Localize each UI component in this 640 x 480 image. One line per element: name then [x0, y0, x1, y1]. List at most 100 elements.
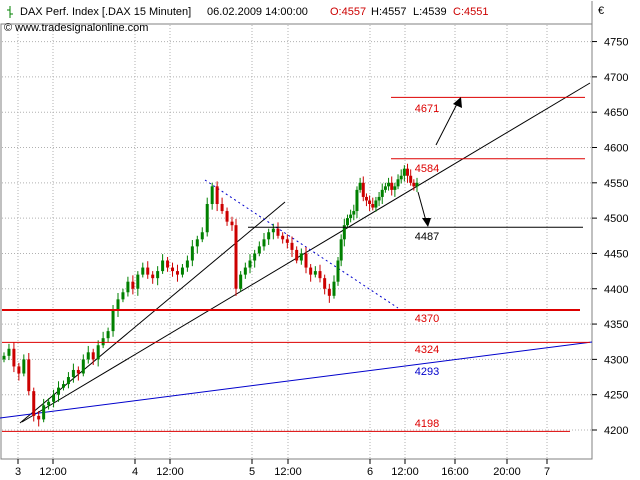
- candle-body: [61, 384, 65, 388]
- y-tick-label: 4700: [604, 72, 628, 84]
- candle-body: [7, 348, 11, 356]
- currency-symbol: €: [598, 5, 604, 17]
- chart-header: DAX Perf. Index [.DAX 15 Minuten] 06.02.…: [4, 5, 604, 34]
- level-label: 4584: [415, 163, 439, 175]
- trend-line-dotted: [204, 179, 399, 309]
- candle-body: [313, 271, 317, 275]
- y-tick-label: 4450: [604, 248, 628, 260]
- candle-body: [180, 267, 184, 275]
- candle-body: [47, 401, 51, 406]
- x-tick-label: 12:00: [156, 466, 184, 478]
- candle-body: [371, 204, 375, 208]
- y-axis-ticks: 4200 4250 4300 4350 4400 4450 4500 4550 4600 4650…: [592, 37, 628, 437]
- candle-body: [111, 309, 115, 332]
- candle-body: [332, 281, 336, 296]
- candle-body: [383, 186, 387, 190]
- candle-body: [200, 232, 204, 240]
- header-instrument: DAX Perf. Index [.DAX 15 Minuten]: [20, 6, 191, 18]
- candle-body: [402, 168, 406, 176]
- candle-body: [66, 377, 70, 385]
- x-tick-label: 6: [367, 466, 373, 478]
- level-label: 4487: [415, 231, 439, 243]
- candle-body: [210, 186, 214, 204]
- candle-body: [399, 175, 403, 180]
- candle-body: [220, 204, 224, 212]
- candle-body: [22, 359, 26, 374]
- x-tick-label: 20:00: [493, 466, 521, 478]
- candle-body: [243, 267, 247, 275]
- header-high: H:4557: [371, 6, 406, 18]
- candle-body: [368, 200, 372, 204]
- candle-body: [374, 200, 378, 208]
- candle-body: [57, 387, 61, 395]
- x-tick-label: 16:00: [441, 466, 469, 478]
- y-tick-label: 4500: [604, 213, 628, 225]
- candle-body: [257, 246, 261, 254]
- candle-body: [304, 253, 308, 268]
- y-tick-label: 4600: [604, 143, 628, 155]
- y-tick-label: 4550: [604, 178, 628, 190]
- level-label: 4671: [415, 103, 439, 115]
- candle-body: [285, 239, 289, 243]
- candle-body: [239, 274, 243, 289]
- candle-body: [377, 196, 381, 201]
- x-tick-label: 12:00: [391, 466, 419, 478]
- candle-body: [327, 288, 331, 296]
- candle-body: [81, 359, 85, 374]
- candle-body: [136, 274, 140, 289]
- level-label: 4370: [415, 313, 439, 325]
- candle-body: [27, 359, 31, 392]
- candle-body: [290, 242, 294, 250]
- candle-body: [339, 239, 343, 261]
- candle-body: [281, 235, 285, 240]
- candle-body: [156, 271, 160, 279]
- x-tick-label: 7: [544, 466, 550, 478]
- candle-body: [166, 260, 170, 268]
- candle-body: [37, 415, 41, 420]
- candle-body: [342, 225, 346, 240]
- candle-body: [361, 182, 365, 197]
- header-timestamp: 06.02.2009 14:00:00: [207, 6, 308, 18]
- candle-body: [131, 281, 135, 289]
- candle-body: [358, 182, 362, 190]
- candle-body: [225, 211, 229, 222]
- candle-body: [91, 352, 95, 360]
- candle-body: [406, 168, 410, 176]
- candle-body: [352, 211, 356, 215]
- arrows: [417, 97, 462, 227]
- header-close: C:4551: [453, 6, 488, 18]
- candle-body: [393, 186, 397, 190]
- candle-body: [390, 182, 394, 190]
- candle-body: [12, 348, 16, 367]
- candle-body: [295, 249, 299, 261]
- candle-body: [86, 352, 90, 360]
- header-low: L:4539: [413, 6, 447, 18]
- candle-body: [195, 239, 199, 247]
- candle-body: [146, 267, 150, 275]
- candle-body: [121, 292, 125, 300]
- x-tick-label: 4: [132, 466, 138, 478]
- candle-body: [76, 369, 80, 374]
- y-tick-label: 4750: [604, 37, 628, 49]
- candle-body: [116, 299, 120, 310]
- candle-body: [2, 355, 6, 360]
- candle-body: [205, 204, 209, 233]
- y-tick-label: 4300: [604, 354, 628, 366]
- candle-body: [32, 391, 36, 416]
- candle-body: [96, 345, 100, 360]
- candle-body: [364, 196, 368, 201]
- candle-body: [387, 182, 391, 187]
- candle-body: [185, 260, 189, 268]
- y-tick-label: 4400: [604, 284, 628, 296]
- candle-body: [276, 228, 280, 236]
- header-open: O:4557: [330, 6, 366, 18]
- y-tick-label: 4250: [604, 390, 628, 402]
- candle-body: [271, 228, 275, 233]
- y-tick-label: 4350: [604, 319, 628, 331]
- candle-icon: [7, 6, 13, 18]
- level-label: 4324: [415, 344, 439, 356]
- candle-body: [355, 189, 359, 212]
- candle-body: [17, 366, 21, 374]
- candle-body: [267, 232, 271, 240]
- candles: [2, 163, 419, 427]
